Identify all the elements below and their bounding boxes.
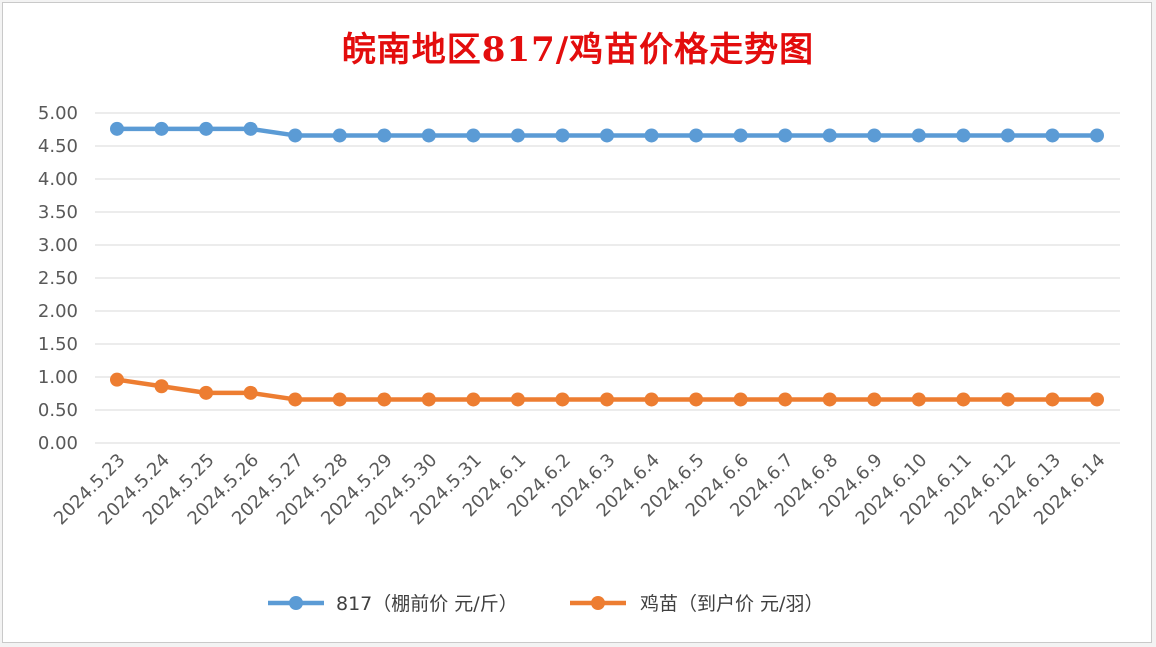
legend: 817（棚前价 元/斤） 鸡苗（到户价 元/羽）	[268, 593, 823, 615]
data-point	[422, 128, 436, 142]
data-point	[244, 386, 258, 400]
data-point	[1045, 128, 1059, 142]
legend-swatch-marker	[289, 596, 303, 610]
series-lines	[110, 122, 1104, 407]
data-point	[199, 386, 213, 400]
data-point	[778, 392, 792, 406]
data-point	[912, 128, 926, 142]
legend-item: 817（棚前价 元/斤）	[268, 593, 518, 615]
y-tick-label: 5.00	[38, 103, 78, 124]
data-point	[511, 392, 525, 406]
data-point	[600, 392, 614, 406]
data-point	[422, 392, 436, 406]
data-point	[1001, 392, 1015, 406]
y-tick-label: 0.00	[38, 433, 78, 454]
data-point	[110, 373, 124, 387]
data-point	[645, 128, 659, 142]
series-1	[110, 122, 1104, 143]
y-tick-label: 2.00	[38, 301, 78, 322]
data-point	[823, 128, 837, 142]
data-point	[155, 122, 169, 136]
data-point	[867, 128, 881, 142]
y-tick-label: 1.00	[38, 367, 78, 388]
data-point	[377, 128, 391, 142]
data-point	[511, 128, 525, 142]
y-tick-label: 0.50	[38, 400, 78, 421]
data-point	[466, 392, 480, 406]
series-2	[110, 373, 1104, 407]
data-point	[912, 392, 926, 406]
data-point	[689, 392, 703, 406]
data-point	[956, 128, 970, 142]
data-point	[199, 122, 213, 136]
data-point	[689, 128, 703, 142]
data-point	[823, 392, 837, 406]
y-tick-label: 3.50	[38, 202, 78, 223]
data-point	[734, 128, 748, 142]
data-point	[155, 379, 169, 393]
y-tick-label: 2.50	[38, 268, 78, 289]
legend-item: 鸡苗（到户价 元/羽）	[570, 593, 823, 615]
data-point	[600, 128, 614, 142]
data-point	[288, 128, 302, 142]
data-point	[778, 128, 792, 142]
legend-label: 817（棚前价 元/斤）	[336, 593, 518, 615]
data-point	[288, 392, 302, 406]
data-point	[734, 392, 748, 406]
data-point	[333, 128, 347, 142]
data-point	[110, 122, 124, 136]
y-tick-label: 1.50	[38, 334, 78, 355]
data-point	[555, 128, 569, 142]
data-point	[956, 392, 970, 406]
legend-label: 鸡苗（到户价 元/羽）	[640, 593, 823, 615]
data-point	[645, 392, 659, 406]
data-point	[1090, 128, 1104, 142]
data-point	[377, 392, 391, 406]
data-point	[1001, 128, 1015, 142]
y-tick-label: 4.00	[38, 169, 78, 190]
y-tick-label: 4.50	[38, 136, 78, 157]
data-point	[244, 122, 258, 136]
legend-swatch-marker	[591, 596, 605, 610]
data-point	[867, 392, 881, 406]
x-axis: 2024.5.232024.5.242024.5.252024.5.262024…	[50, 450, 1110, 530]
data-point	[1045, 392, 1059, 406]
data-point	[466, 128, 480, 142]
y-tick-label: 3.00	[38, 235, 78, 256]
data-point	[555, 392, 569, 406]
data-point	[333, 392, 347, 406]
data-point	[1090, 392, 1104, 406]
y-axis: 0.00 0.50 1.00 1.50 2.00 2.50 3.00 3.50 4.00 4.50…	[38, 103, 78, 454]
